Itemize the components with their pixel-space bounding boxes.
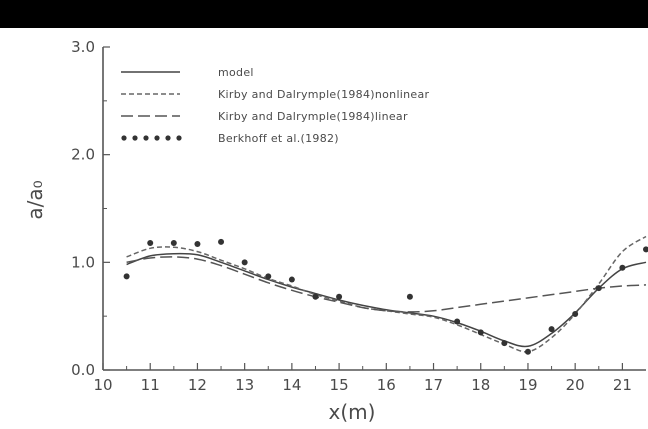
x-tick-label: 12 [188,376,207,394]
marker-point [406,293,413,300]
marker-point [147,239,154,246]
x-tick-label: 13 [235,376,254,394]
legend-marker [165,135,171,141]
marker-point [336,293,343,300]
y-axis-title: a/a₀ [23,180,47,219]
marker-point [501,340,508,347]
x-tick-label: 10 [93,376,112,394]
marker-point [643,246,648,253]
y-tick-label: 1.0 [71,253,95,271]
x-tick-label: 14 [282,376,301,394]
x-tick-label: 20 [566,376,585,394]
legend-marker [143,135,149,141]
marker-point [572,311,579,318]
marker-point [241,259,248,266]
series-line-kirby-and-dalrymple-1984-linear [126,256,647,313]
legend-marker [154,135,160,141]
marker-point [524,348,531,355]
marker-point [288,276,295,283]
y-tick-label: 3.0 [71,38,95,56]
x-tick-label: 18 [471,376,490,394]
marker-point [595,285,602,292]
marker-point [123,273,130,280]
marker-point [477,329,484,336]
legend-label: Kirby and Dalrymple(1984)nonlinear [218,88,430,101]
legend: model Kirby and Dalrymple(1984)nonlinear K… [121,66,430,145]
marker-point [619,264,626,271]
top-black-bar [0,0,648,28]
legend-label: model [218,66,254,79]
series-line-kirby-and-dalrymple-1984-nonlinear [126,235,647,353]
legend-marker [176,135,182,141]
marker-point [548,326,555,333]
marker-point [265,273,272,280]
x-tick-label: 19 [518,376,537,394]
marker-point [170,239,177,246]
legend-label: Kirby and Dalrymple(1984)linear [218,110,408,123]
legend-marker [121,135,127,141]
x-tick-label: 15 [330,376,349,394]
series-line-model [126,252,647,348]
y-tick-label: 0.0 [71,361,95,379]
x-tick-label: 16 [377,376,396,394]
marker-point [194,241,201,248]
x-axis-title: x(m) [329,400,376,424]
x-tick-label: 11 [141,376,160,394]
x-tick-label: 21 [613,376,632,394]
marker-point [312,293,319,300]
x-tick-label: 17 [424,376,443,394]
marker-point [218,238,225,245]
axes: 10 11 12 13 14 15 16 17 18 19 20 21 0.0 1.0 2.0 3.0 [71,38,646,394]
legend-marker [132,135,138,141]
series-layer [123,235,648,355]
y-tick-label: 2.0 [71,146,95,164]
legend-label: Berkhoff et al.(1982) [218,132,339,145]
marker-point [454,318,461,325]
